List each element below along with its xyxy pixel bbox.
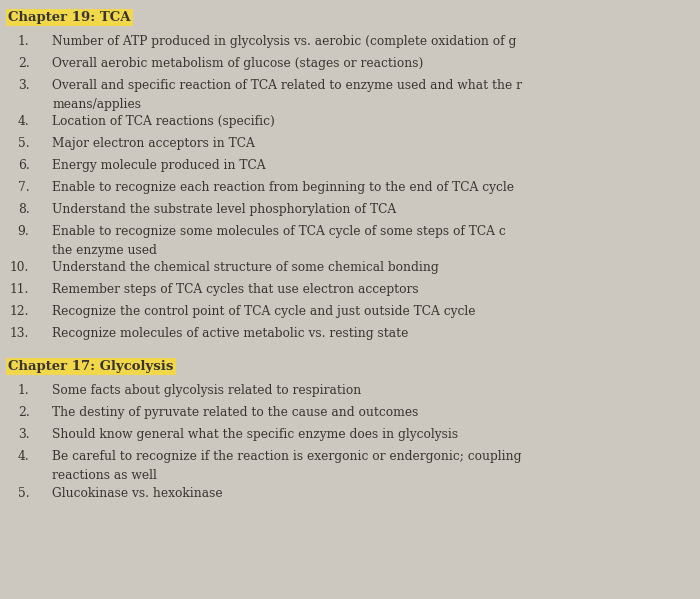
Text: 1.: 1.: [18, 385, 29, 398]
Text: Be careful to recognize if the reaction is exergonic or endergonic; coupling: Be careful to recognize if the reaction …: [52, 450, 522, 463]
Text: Should know general what the specific enzyme does in glycolysis: Should know general what the specific en…: [52, 428, 459, 441]
Text: means/applies: means/applies: [52, 98, 141, 111]
Text: 12.: 12.: [10, 305, 29, 318]
Text: 7.: 7.: [18, 181, 29, 194]
Text: 4.: 4.: [18, 450, 29, 463]
Text: 3.: 3.: [18, 428, 29, 441]
Text: Some facts about glycolysis related to respiration: Some facts about glycolysis related to r…: [52, 385, 362, 398]
Text: Remember steps of TCA cycles that use electron acceptors: Remember steps of TCA cycles that use el…: [52, 283, 419, 297]
Text: Energy molecule produced in TCA: Energy molecule produced in TCA: [52, 159, 266, 172]
Text: 2.: 2.: [18, 57, 29, 69]
Text: 1.: 1.: [18, 35, 29, 48]
Text: Understand the substrate level phosphorylation of TCA: Understand the substrate level phosphory…: [52, 203, 397, 216]
Text: Overall aerobic metabolism of glucose (stages or reactions): Overall aerobic metabolism of glucose (s…: [52, 57, 424, 69]
Text: 11.: 11.: [10, 283, 29, 297]
Text: Enable to recognize some molecules of TCA cycle of some steps of TCA c: Enable to recognize some molecules of TC…: [52, 225, 506, 238]
Text: 4.: 4.: [18, 116, 29, 128]
Text: Recognize molecules of active metabolic vs. resting state: Recognize molecules of active metabolic …: [52, 327, 409, 340]
Text: 2.: 2.: [18, 406, 29, 419]
Text: Chapter 19: TCA: Chapter 19: TCA: [8, 11, 131, 24]
Text: 5.: 5.: [18, 137, 29, 150]
Text: Overall and specific reaction of TCA related to enzyme used and what the r: Overall and specific reaction of TCA rel…: [52, 78, 522, 92]
Text: Major electron acceptors in TCA: Major electron acceptors in TCA: [52, 137, 256, 150]
Text: The destiny of pyruvate related to the cause and outcomes: The destiny of pyruvate related to the c…: [52, 406, 419, 419]
Text: 5.: 5.: [18, 487, 29, 500]
Text: 13.: 13.: [10, 327, 29, 340]
Text: Glucokinase vs. hexokinase: Glucokinase vs. hexokinase: [52, 487, 223, 500]
Text: Understand the chemical structure of some chemical bonding: Understand the chemical structure of som…: [52, 262, 440, 274]
Text: Recognize the control point of TCA cycle and just outside TCA cycle: Recognize the control point of TCA cycle…: [52, 305, 476, 318]
Text: the enzyme used: the enzyme used: [52, 244, 158, 257]
Text: 6.: 6.: [18, 159, 29, 172]
Text: Number of ATP produced in glycolysis vs. aerobic (complete oxidation of g: Number of ATP produced in glycolysis vs.…: [52, 35, 517, 48]
Text: 3.: 3.: [18, 78, 29, 92]
Text: Chapter 17: Glycolysis: Chapter 17: Glycolysis: [8, 361, 174, 373]
Text: 9.: 9.: [18, 225, 29, 238]
Text: Enable to recognize each reaction from beginning to the end of TCA cycle: Enable to recognize each reaction from b…: [52, 181, 514, 194]
Text: 8.: 8.: [18, 203, 29, 216]
Text: Location of TCA reactions (specific): Location of TCA reactions (specific): [52, 116, 275, 128]
Text: 10.: 10.: [10, 262, 29, 274]
Text: reactions as well: reactions as well: [52, 469, 158, 482]
